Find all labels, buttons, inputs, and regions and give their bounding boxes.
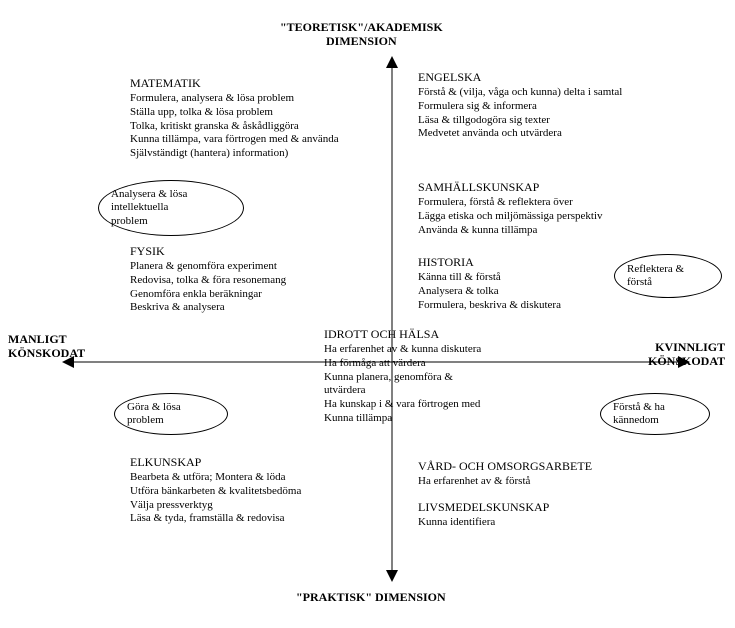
title-idrott: IDROTT OCH HÄLSA <box>324 327 481 342</box>
block-elkunskap: ELKUNSKAP Bearbeta & utföra; Montera & l… <box>130 455 301 526</box>
ellipse-line: Förstå & ha <box>613 401 665 413</box>
line: Formulera, analysera & lösa problem <box>130 92 339 106</box>
title-elkunskap: ELKUNSKAP <box>130 455 301 470</box>
ellipse-analysera: Analysera & lösa intellektuella problem <box>98 180 244 236</box>
line: Läsa & tillgodogöra sig texter <box>418 114 622 128</box>
ellipse-gora: Göra & lösa problem <box>114 393 228 435</box>
line: Medvetet använda och utvärdera <box>418 127 622 141</box>
ellipse-reflektera: Reflektera & förstå <box>614 254 722 298</box>
block-livsmedel: LIVSMEDELSKUNSKAP Kunna identifiera <box>418 500 549 530</box>
ellipse-line: kännedom <box>613 414 659 426</box>
ellipse-line: Göra & lösa <box>127 401 181 413</box>
title-historia: HISTORIA <box>418 255 561 270</box>
title-vard: VÅRD- OCH OMSORGSARBETE <box>418 459 592 474</box>
line: Kunna tillämpa <box>324 412 481 426</box>
block-vard: VÅRD- OCH OMSORGSARBETE Ha erfarenhet av… <box>418 459 592 489</box>
line: Beskriva & analysera <box>130 301 286 315</box>
line: Ha kunskap i & vara förtrogen med <box>324 398 481 412</box>
line: Redovisa, tolka & föra resonemang <box>130 274 286 288</box>
axis-top-line1: "TEORETISK"/AKADEMISK <box>280 20 443 34</box>
axis-label-right: KVINNLIGT KÖNSKODAT <box>648 340 725 369</box>
line: Känna till & förstå <box>418 271 561 285</box>
title-livsmedel: LIVSMEDELSKUNSKAP <box>418 500 549 515</box>
line: Genomföra enkla beräkningar <box>130 288 286 302</box>
axis-right-line1: KVINNLIGT <box>655 340 725 354</box>
line: Analysera & tolka <box>418 285 561 299</box>
ellipse-line: problem <box>127 414 164 426</box>
line: Läsa & tyda, framställa & redovisa <box>130 512 301 526</box>
axis-right-line2: KÖNSKODAT <box>648 354 725 368</box>
title-samhallskunskap: SAMHÄLLSKUNSKAP <box>418 180 603 195</box>
line: Formulera, förstå & reflektera över <box>418 196 603 210</box>
block-idrott: IDROTT OCH HÄLSA Ha erfarenhet av & kunn… <box>324 327 481 426</box>
line: Kunna identifiera <box>418 516 549 530</box>
title-engelska: ENGELSKA <box>418 70 622 85</box>
line: Formulera, beskriva & diskutera <box>418 299 561 313</box>
line: Förstå & (vilja, våga och kunna) delta i… <box>418 86 622 100</box>
ellipse-line: problem <box>111 215 148 227</box>
line: Självständigt (hantera) information) <box>130 147 339 161</box>
line: Ha förmåga att värdera <box>324 357 481 371</box>
block-samhallskunskap: SAMHÄLLSKUNSKAP Formulera, förstå & refl… <box>418 180 603 237</box>
ellipse-line: Analysera & lösa <box>111 188 187 200</box>
block-historia: HISTORIA Känna till & förstå Analysera &… <box>418 255 561 312</box>
line: Bearbeta & utföra; Montera & löda <box>130 471 301 485</box>
ellipse-line: Reflektera & <box>627 263 684 275</box>
line: utvärdera <box>324 384 481 398</box>
line: Utföra bänkarbeten & kvalitetsbedöma <box>130 485 301 499</box>
axes-svg <box>0 0 735 628</box>
line: Använda & kunna tillämpa <box>418 224 603 238</box>
line: Kunna planera, genomföra & <box>324 371 481 385</box>
axis-label-bottom: "PRAKTISK" DIMENSION <box>296 590 446 604</box>
title-matematik: MATEMATIK <box>130 76 339 91</box>
block-engelska: ENGELSKA Förstå & (vilja, våga och kunna… <box>418 70 622 141</box>
axis-bottom-text: "PRAKTISK" DIMENSION <box>296 590 446 604</box>
line: Välja pressverktyg <box>130 499 301 513</box>
block-fysik: FYSIK Planera & genomföra experiment Red… <box>130 244 286 315</box>
axis-label-left: MANLIGT KÖNSKODAT <box>8 332 85 361</box>
axis-left-line2: KÖNSKODAT <box>8 346 85 360</box>
axis-left-line1: MANLIGT <box>8 332 67 346</box>
ellipse-line: förstå <box>627 276 652 288</box>
ellipse-forsta: Förstå & ha kännedom <box>600 393 710 435</box>
line: Ha erfarenhet av & kunna diskutera <box>324 343 481 357</box>
axis-label-top: "TEORETISK"/AKADEMISK DIMENSION <box>280 20 443 49</box>
block-matematik: MATEMATIK Formulera, analysera & lösa pr… <box>130 76 339 161</box>
line: Planera & genomföra experiment <box>130 260 286 274</box>
title-fysik: FYSIK <box>130 244 286 259</box>
ellipse-line: intellektuella <box>111 201 168 213</box>
axis-top-line2: DIMENSION <box>326 34 397 48</box>
line: Lägga etiska och miljömässiga perspektiv <box>418 210 603 224</box>
line: Kunna tillämpa, vara förtrogen med & anv… <box>130 133 339 147</box>
line: Ställa upp, tolka & lösa problem <box>130 106 339 120</box>
line: Ha erfarenhet av & förstå <box>418 475 592 489</box>
line: Tolka, kritiskt granska & åskådliggöra <box>130 120 339 134</box>
line: Formulera sig & informera <box>418 100 622 114</box>
